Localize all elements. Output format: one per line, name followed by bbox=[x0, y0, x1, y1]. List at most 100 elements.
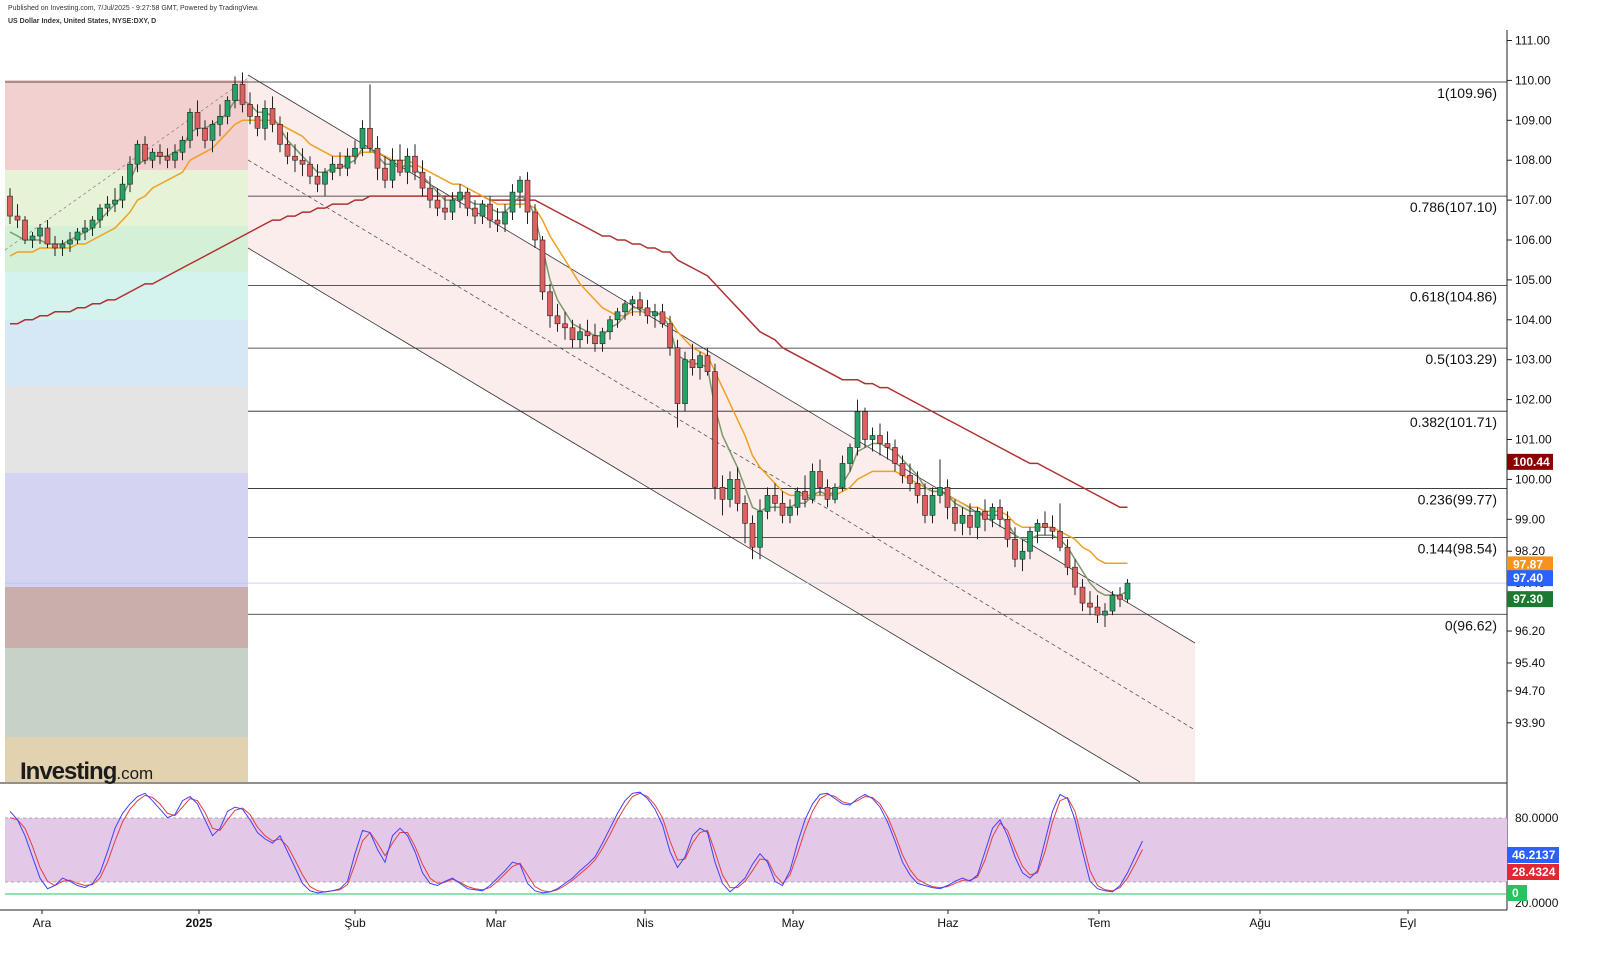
zone-9 bbox=[5, 648, 248, 737]
candle bbox=[839, 455, 846, 492]
candle bbox=[922, 483, 928, 524]
candle bbox=[59, 240, 66, 256]
candle bbox=[97, 204, 103, 229]
fib-label: 0.382(101.71) bbox=[1410, 414, 1497, 430]
candle bbox=[742, 495, 748, 544]
candle bbox=[262, 100, 268, 141]
price-tag-label: 97.87 bbox=[1513, 557, 1543, 571]
time-tick-label: Şub bbox=[344, 916, 366, 930]
candle bbox=[599, 327, 606, 352]
candle bbox=[187, 108, 193, 149]
candle bbox=[592, 323, 598, 352]
candle bbox=[944, 479, 951, 520]
zone-6 bbox=[5, 386, 248, 473]
candle bbox=[7, 188, 13, 225]
zone-7 bbox=[5, 473, 248, 587]
candle bbox=[202, 120, 208, 149]
fib-label: 0.786(107.10) bbox=[1410, 199, 1497, 215]
candle bbox=[427, 176, 433, 209]
price-tick-label: 111.00 bbox=[1515, 34, 1550, 48]
candle bbox=[149, 148, 156, 169]
candle bbox=[502, 204, 508, 233]
candle bbox=[847, 443, 853, 472]
candle bbox=[277, 116, 283, 153]
candle bbox=[164, 148, 171, 169]
candle bbox=[389, 148, 396, 189]
candle bbox=[1049, 515, 1056, 540]
candle bbox=[772, 483, 778, 512]
price-tick-label: 106.00 bbox=[1515, 233, 1552, 247]
candle bbox=[299, 148, 306, 177]
price-tick-label: 98.20 bbox=[1515, 544, 1545, 558]
candle bbox=[794, 487, 801, 516]
candle bbox=[779, 491, 786, 524]
candle bbox=[52, 236, 58, 256]
time-tick-label: Ağu bbox=[1249, 916, 1270, 930]
candle bbox=[464, 188, 471, 217]
price-tick-label: 99.00 bbox=[1515, 512, 1545, 526]
fib-label: 1(109.96) bbox=[1437, 85, 1497, 101]
channel-mid-line bbox=[247, 159, 1196, 731]
candle bbox=[404, 148, 411, 185]
candle bbox=[539, 236, 546, 300]
candle bbox=[487, 196, 493, 229]
price-tick-label: 107.00 bbox=[1515, 193, 1552, 207]
candle bbox=[757, 499, 763, 560]
candle bbox=[1034, 519, 1041, 544]
fib-label: 0.236(99.77) bbox=[1418, 492, 1497, 508]
zone-8 bbox=[5, 587, 248, 648]
rsi-tags: 46.2137 28.4324 0 bbox=[1507, 847, 1559, 901]
candle bbox=[1064, 539, 1071, 576]
channel-fill bbox=[248, 75, 1195, 782]
candle bbox=[727, 471, 733, 508]
candle bbox=[127, 156, 133, 193]
price-tag bbox=[1507, 556, 1553, 573]
candle bbox=[1079, 579, 1086, 612]
price-tick-label: 95.40 bbox=[1515, 656, 1545, 670]
candle bbox=[337, 152, 343, 177]
candle bbox=[704, 347, 711, 376]
fib-label: 0.5(103.29) bbox=[1425, 351, 1497, 367]
candle bbox=[914, 471, 921, 504]
candle bbox=[1004, 511, 1011, 548]
candle bbox=[1109, 591, 1116, 616]
candle bbox=[22, 216, 28, 244]
candle bbox=[239, 72, 246, 113]
candle bbox=[472, 200, 478, 225]
fib-label: 0(96.62) bbox=[1445, 617, 1497, 633]
candle bbox=[764, 487, 771, 520]
zone-1 bbox=[5, 80, 248, 170]
candle bbox=[959, 507, 966, 536]
candle bbox=[194, 100, 201, 137]
price-tick-label: 102.00 bbox=[1515, 393, 1552, 407]
candle bbox=[832, 483, 838, 504]
candle bbox=[397, 144, 403, 177]
candle bbox=[494, 208, 501, 233]
candle bbox=[802, 475, 808, 508]
candle bbox=[659, 303, 666, 328]
rsi-k-line bbox=[9, 791, 1143, 894]
price-tag bbox=[1507, 453, 1553, 470]
candle bbox=[1072, 559, 1078, 596]
candle bbox=[862, 407, 868, 448]
price-tick-label: 105.00 bbox=[1515, 273, 1552, 287]
candle bbox=[457, 184, 463, 209]
candle bbox=[974, 507, 981, 540]
price-tag bbox=[1507, 570, 1553, 587]
price-tick-label: 93.90 bbox=[1515, 716, 1545, 730]
time-tick-label: 2025 bbox=[186, 916, 213, 930]
candle bbox=[254, 104, 261, 137]
candlesticks bbox=[7, 72, 1131, 628]
candle bbox=[1117, 587, 1123, 608]
candle bbox=[884, 431, 891, 460]
rsi-lines bbox=[9, 791, 1143, 894]
rsi-tag bbox=[1507, 864, 1559, 880]
candle bbox=[712, 363, 718, 500]
candle bbox=[532, 204, 538, 248]
symbol-title: US Dollar Index, United States, NYSE:DXY… bbox=[8, 18, 157, 25]
candle bbox=[809, 463, 816, 504]
candle bbox=[1012, 527, 1018, 568]
candle bbox=[787, 499, 793, 524]
